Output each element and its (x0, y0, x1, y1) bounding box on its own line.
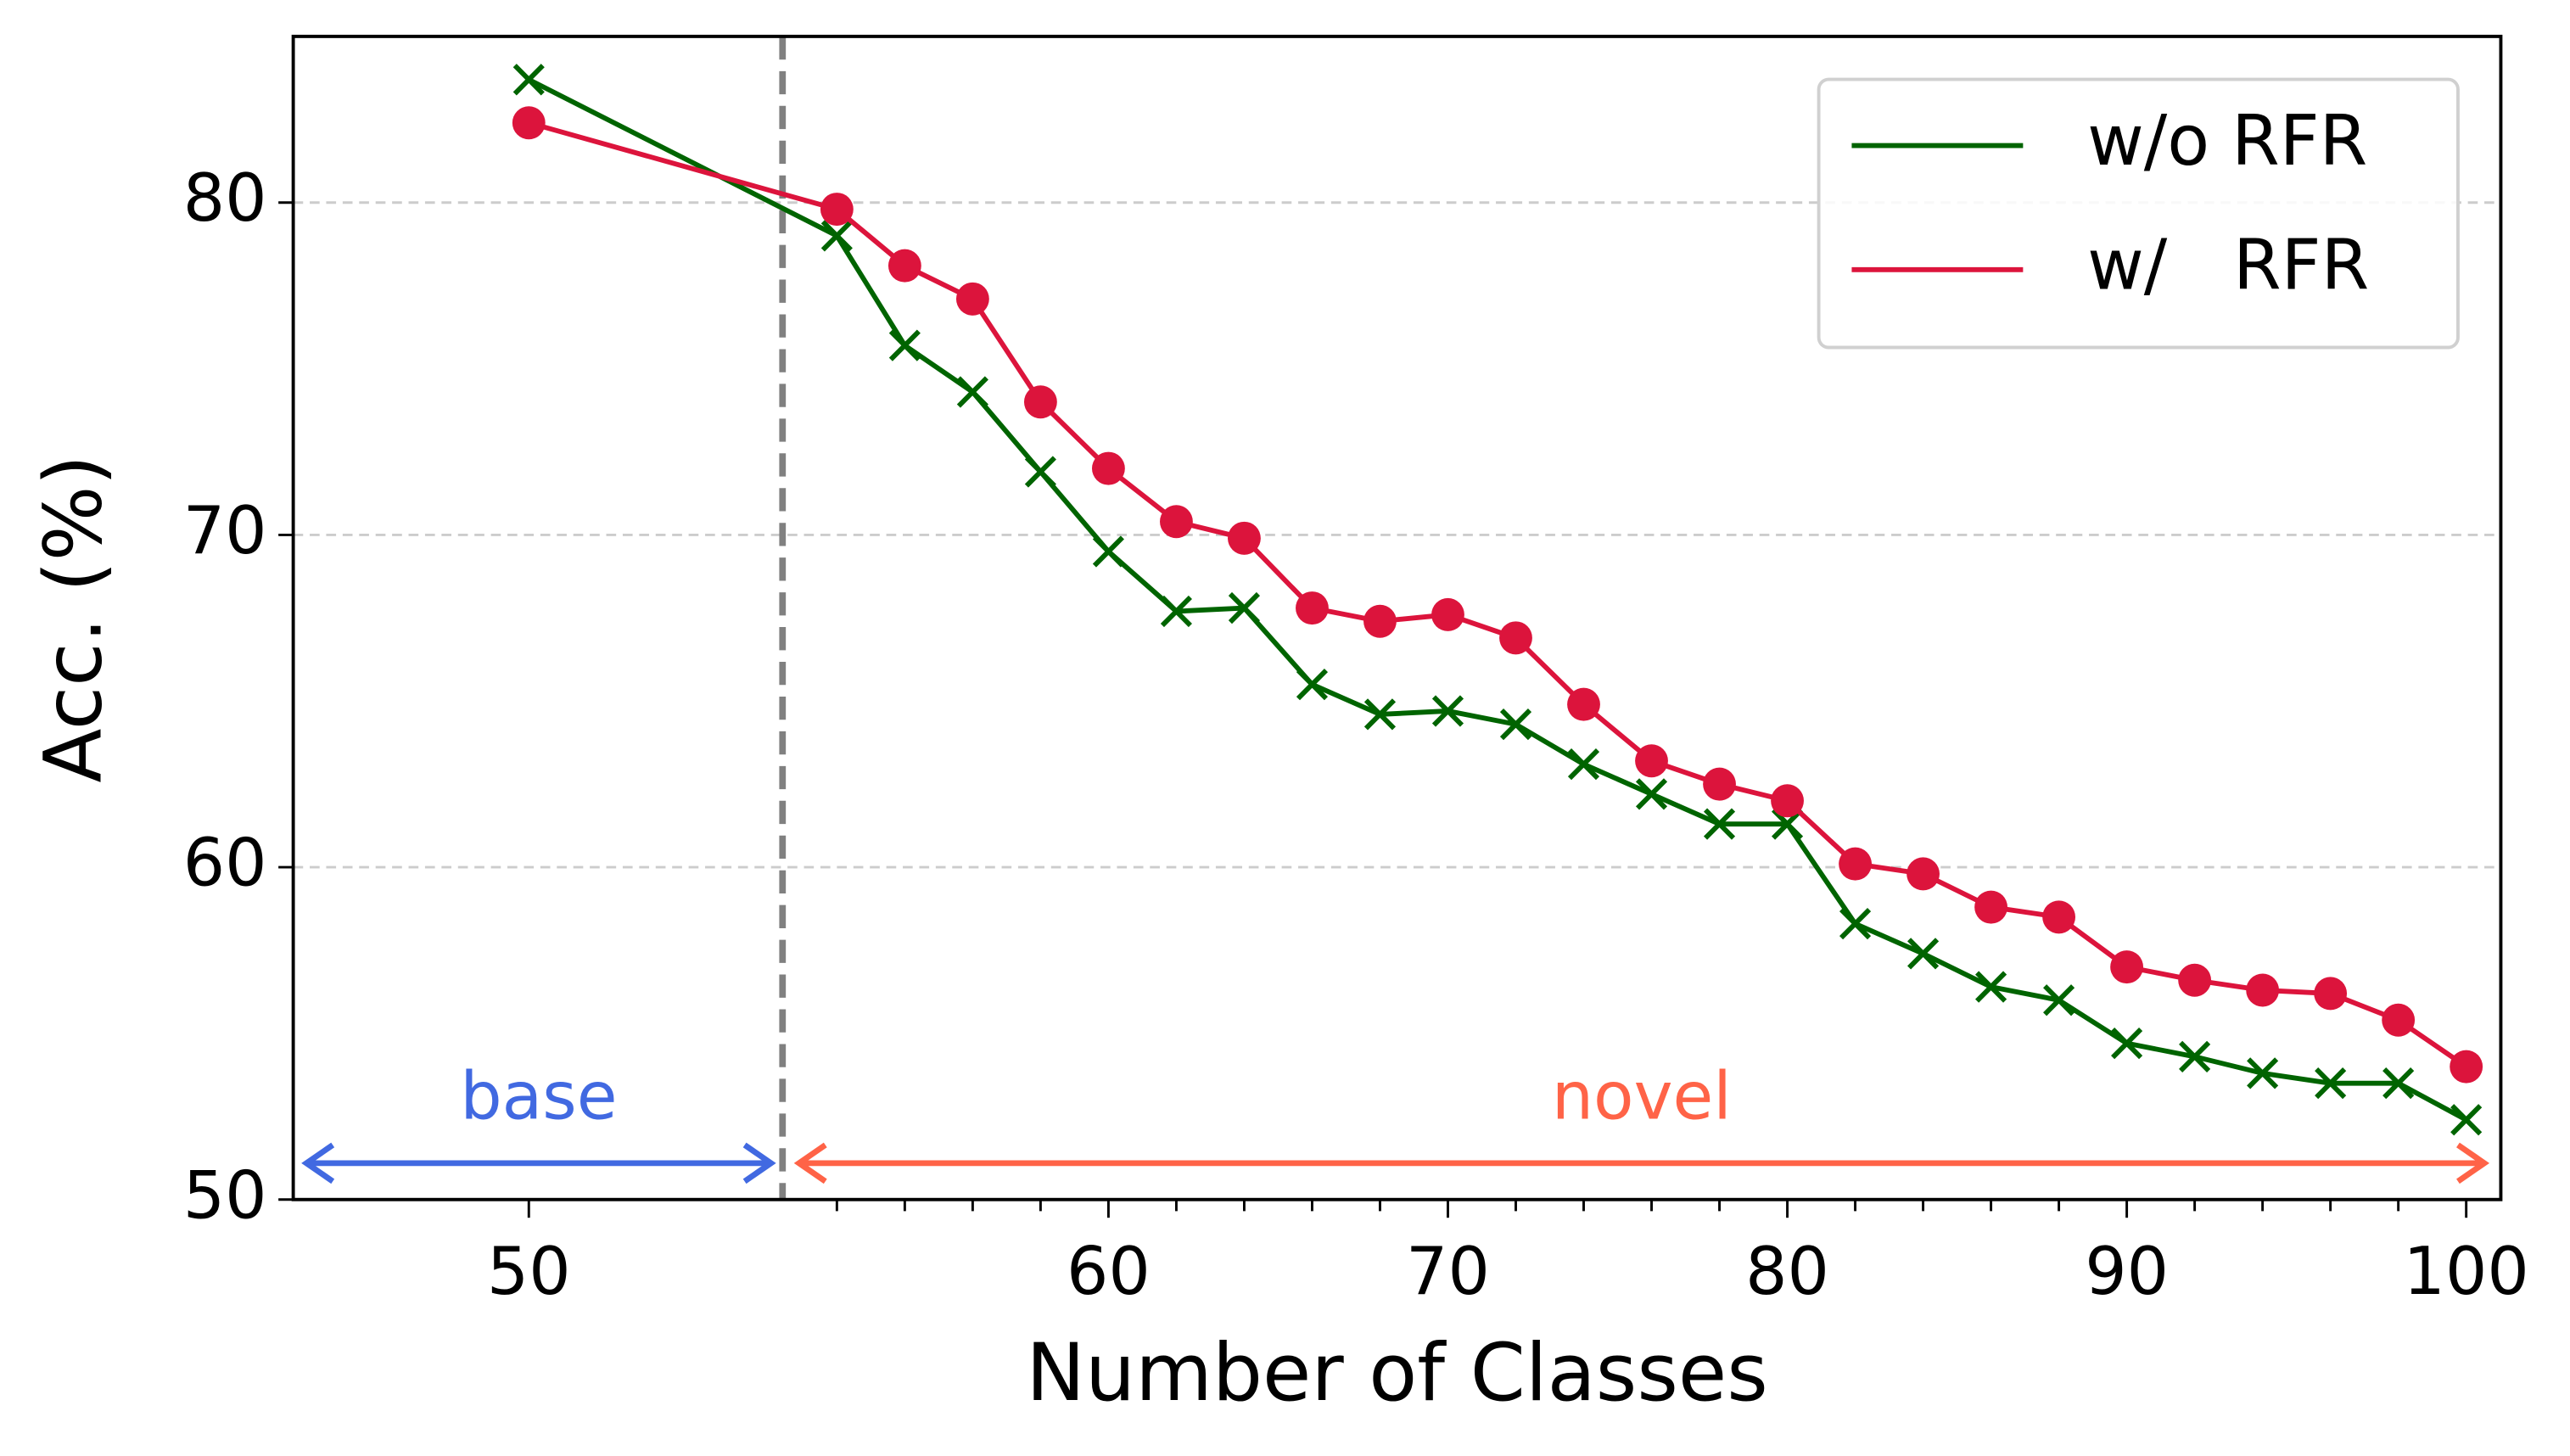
data-point (2111, 1028, 2143, 1060)
data-point (1499, 621, 1532, 655)
data-point (1228, 521, 1261, 555)
data-point (1907, 938, 1940, 970)
plot-frame (291, 34, 2503, 1201)
annotation-arrow (301, 1142, 776, 1184)
x-tick-label: 50 (487, 1234, 571, 1310)
data-point (1499, 708, 1532, 741)
data-point (1567, 748, 1600, 781)
data-point (1771, 808, 1804, 840)
data-point (888, 329, 921, 361)
data-point (1431, 597, 1464, 631)
annotation-text: novel (1552, 1058, 1732, 1134)
data-point (2382, 1003, 2416, 1037)
x-tick-label: 100 (2404, 1234, 2529, 1310)
y-tick-label: 50 (183, 1157, 267, 1234)
data-point (1771, 784, 1804, 818)
data-point (512, 106, 546, 140)
x-tick-label: 80 (1745, 1234, 1829, 1310)
data-point (1635, 778, 1668, 810)
data-point (820, 220, 853, 252)
data-point (1431, 695, 1464, 727)
data-point (1567, 687, 1600, 721)
annotation-arrow (793, 1142, 2490, 1184)
data-point (1974, 890, 2008, 924)
data-point (2246, 973, 2280, 1007)
data-point (1023, 385, 1057, 419)
data-point (887, 249, 921, 283)
data-point (1228, 591, 1261, 624)
x-tick-label: 60 (1067, 1234, 1151, 1310)
data-point (2043, 984, 2075, 1016)
x-tick-label: 90 (2085, 1234, 2169, 1310)
data-point (1296, 591, 1329, 625)
data-point (1092, 451, 1125, 485)
data-point (1024, 456, 1056, 488)
data-point (1160, 595, 1192, 628)
data-point (1703, 767, 1736, 801)
data-point (955, 282, 989, 316)
data-point (1363, 604, 1397, 638)
data-point (1703, 808, 1736, 840)
data-point (512, 64, 545, 96)
data-point (2179, 1040, 2211, 1072)
data-point (1635, 744, 1668, 778)
data-point (2314, 977, 2348, 1011)
y-axis-label: Acc. (%) (28, 455, 120, 783)
data-point (2450, 1050, 2483, 1084)
annotation-text: base (460, 1058, 617, 1134)
data-point (2042, 900, 2076, 934)
legend-label: w/ RFR (2087, 225, 2369, 305)
data-point (956, 376, 988, 408)
data-point (1907, 857, 1940, 891)
data-point (2450, 1104, 2483, 1136)
data-point (1839, 847, 1872, 881)
data-point (2178, 963, 2212, 997)
data-point (1839, 908, 1872, 940)
data-point (1363, 698, 1397, 731)
data-point (1092, 535, 1124, 568)
data-point (820, 193, 854, 227)
data-point (2110, 950, 2144, 984)
data-point (2247, 1057, 2279, 1089)
legend-label: w/o RFR (2087, 101, 2367, 182)
data-point (1296, 669, 1329, 701)
x-tick-label: 70 (1406, 1234, 1490, 1310)
x-axis-label: Number of Classes (1026, 1327, 1767, 1420)
data-point (1160, 505, 1193, 539)
y-tick-label: 70 (183, 493, 267, 569)
data-point (1975, 971, 2007, 1003)
y-tick-label: 60 (183, 825, 267, 901)
data-point (2315, 1067, 2347, 1100)
y-tick-label: 80 (183, 160, 267, 237)
data-point (2382, 1067, 2415, 1100)
